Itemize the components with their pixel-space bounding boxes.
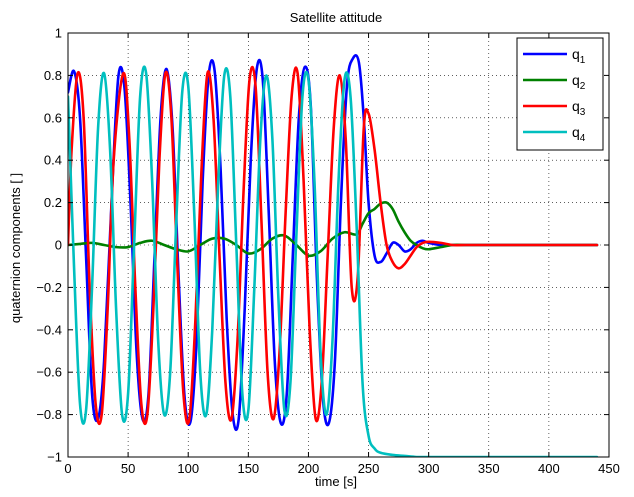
y-tick-label: 0 <box>55 238 62 253</box>
y-tick-label: 0.6 <box>44 110 62 125</box>
y-tick-label: 0.4 <box>44 153 62 168</box>
chart-title: Satellite attitude <box>290 10 383 25</box>
legend-label-q4: q4 <box>572 124 586 144</box>
axes <box>67 32 610 458</box>
y-axis-label: quaternion components [ ] <box>8 173 23 323</box>
legend-label-q1: q1 <box>572 46 586 66</box>
x-tick-label: 350 <box>478 461 500 476</box>
y-tick-label: −0.4 <box>36 322 62 337</box>
x-tick-label: 50 <box>121 461 135 476</box>
series-line-q4 <box>68 65 599 457</box>
y-tick-label: 1 <box>55 26 62 41</box>
x-tick-label: 150 <box>237 461 259 476</box>
y-tick-label: −0.6 <box>36 365 62 380</box>
y-tick-label: −0.8 <box>36 407 62 422</box>
y-tick-label: −1 <box>47 450 62 465</box>
y-tick-label: −0.2 <box>36 280 62 295</box>
x-tick-label: 100 <box>177 461 199 476</box>
x-tick-label: 250 <box>358 461 380 476</box>
series-lines <box>68 54 599 457</box>
x-tick-label: 0 <box>64 461 71 476</box>
y-tick-label: 0.2 <box>44 195 62 210</box>
x-tick-label: 400 <box>538 461 560 476</box>
x-tick-label: 300 <box>418 461 440 476</box>
legend: q1 q2 q3 q4 <box>516 37 604 151</box>
x-tick-label: 450 <box>598 461 620 476</box>
x-axis-label: time [s] <box>315 474 357 489</box>
y-tick-label: 0.8 <box>44 68 62 83</box>
x-tick-label: 200 <box>298 461 320 476</box>
legend-label-q3: q3 <box>572 98 586 118</box>
tick-labels: 0 50 100 150 200 250 300 350 400 450 −1 −0.8 −0.6 −0.… <box>36 26 620 477</box>
legend-label-q2: q2 <box>572 72 586 92</box>
series-line-q3 <box>68 65 599 426</box>
